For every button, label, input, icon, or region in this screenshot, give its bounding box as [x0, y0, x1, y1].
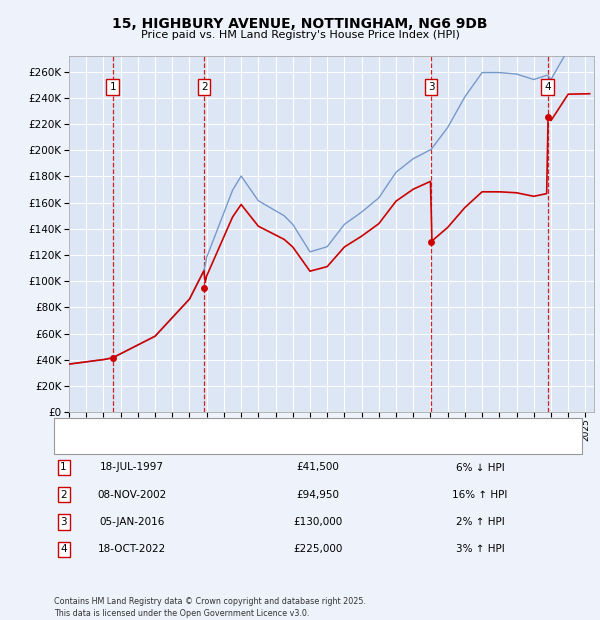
Text: 1: 1	[109, 82, 116, 92]
Text: 3: 3	[428, 82, 434, 92]
Text: £94,950: £94,950	[296, 490, 340, 500]
Text: £41,500: £41,500	[296, 463, 340, 472]
Text: 3: 3	[60, 517, 67, 527]
Text: 2: 2	[201, 82, 208, 92]
Text: £225,000: £225,000	[293, 544, 343, 554]
Text: 4: 4	[544, 82, 551, 92]
Text: £130,000: £130,000	[293, 517, 343, 527]
Text: 15, HIGHBURY AVENUE, NOTTINGHAM, NG6 9DB (semi-detached house): 15, HIGHBURY AVENUE, NOTTINGHAM, NG6 9DB…	[99, 423, 439, 432]
Text: 16% ↑ HPI: 16% ↑ HPI	[452, 490, 508, 500]
Text: 3% ↑ HPI: 3% ↑ HPI	[455, 544, 505, 554]
Text: ——: ——	[67, 440, 92, 453]
Text: Contains HM Land Registry data © Crown copyright and database right 2025.
This d: Contains HM Land Registry data © Crown c…	[54, 596, 366, 618]
Text: 08-NOV-2002: 08-NOV-2002	[97, 490, 167, 500]
Text: 15, HIGHBURY AVENUE, NOTTINGHAM, NG6 9DB: 15, HIGHBURY AVENUE, NOTTINGHAM, NG6 9DB	[112, 17, 488, 32]
Text: 2: 2	[60, 490, 67, 500]
Text: Price paid vs. HM Land Registry's House Price Index (HPI): Price paid vs. HM Land Registry's House …	[140, 30, 460, 40]
Text: 1: 1	[60, 463, 67, 472]
Text: 18-OCT-2022: 18-OCT-2022	[98, 544, 166, 554]
Text: 4: 4	[60, 544, 67, 554]
Text: 18-JUL-1997: 18-JUL-1997	[100, 463, 164, 472]
Text: 05-JAN-2016: 05-JAN-2016	[100, 517, 164, 527]
Text: 6% ↓ HPI: 6% ↓ HPI	[455, 463, 505, 472]
Text: HPI: Average price, semi-detached house, City of Nottingham: HPI: Average price, semi-detached house,…	[99, 442, 391, 451]
Text: 2% ↑ HPI: 2% ↑ HPI	[455, 517, 505, 527]
Text: ——: ——	[67, 422, 92, 434]
